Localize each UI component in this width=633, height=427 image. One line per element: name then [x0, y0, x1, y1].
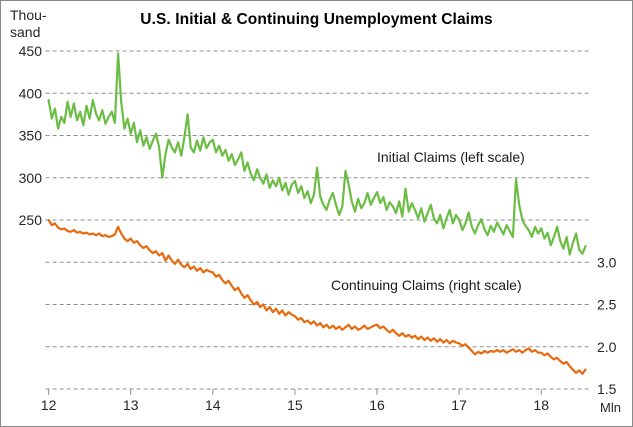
chart-title: U.S. Initial & Continuing Unemployment C…: [140, 11, 493, 28]
left-axis-tick-label: 300: [19, 170, 43, 186]
x-axis-tick-label: 13: [123, 397, 139, 413]
x-axis-tick-label: 18: [533, 397, 549, 413]
right-axis-tick-label: 2.5: [597, 297, 617, 313]
x-axis-tick-label: 12: [41, 397, 57, 413]
x-axis-tick-label: 15: [287, 397, 303, 413]
left-axis-tick-label: 400: [19, 85, 43, 101]
right-axis-tick-label: 2.0: [597, 339, 617, 355]
left-axis-unit-line1: Thou-: [10, 7, 47, 23]
continuing-claims-label: Continuing Claims (right scale): [331, 277, 522, 293]
x-axis-tick-label: 14: [205, 397, 221, 413]
continuing-claims-line: [47, 218, 587, 375]
left-axis-tick-label: 350: [19, 128, 43, 144]
right-axis-unit-label: Mln: [600, 400, 621, 415]
x-axis-tick-label: 17: [451, 397, 467, 413]
x-axis-tick-label: 16: [369, 397, 385, 413]
initial-claims-label: Initial Claims (left scale): [377, 149, 525, 165]
left-axis-unit-line2: sand: [10, 24, 41, 40]
left-axis-tick-label: 450: [19, 43, 43, 59]
right-axis-tick-label: 3.0: [597, 254, 617, 270]
right-axis-tick-label: 1.5: [597, 381, 617, 397]
initial-claims-line: [47, 52, 587, 256]
left-axis-tick-label: 250: [19, 212, 43, 228]
left-axis-unit-label: Thou- sand: [10, 7, 47, 41]
